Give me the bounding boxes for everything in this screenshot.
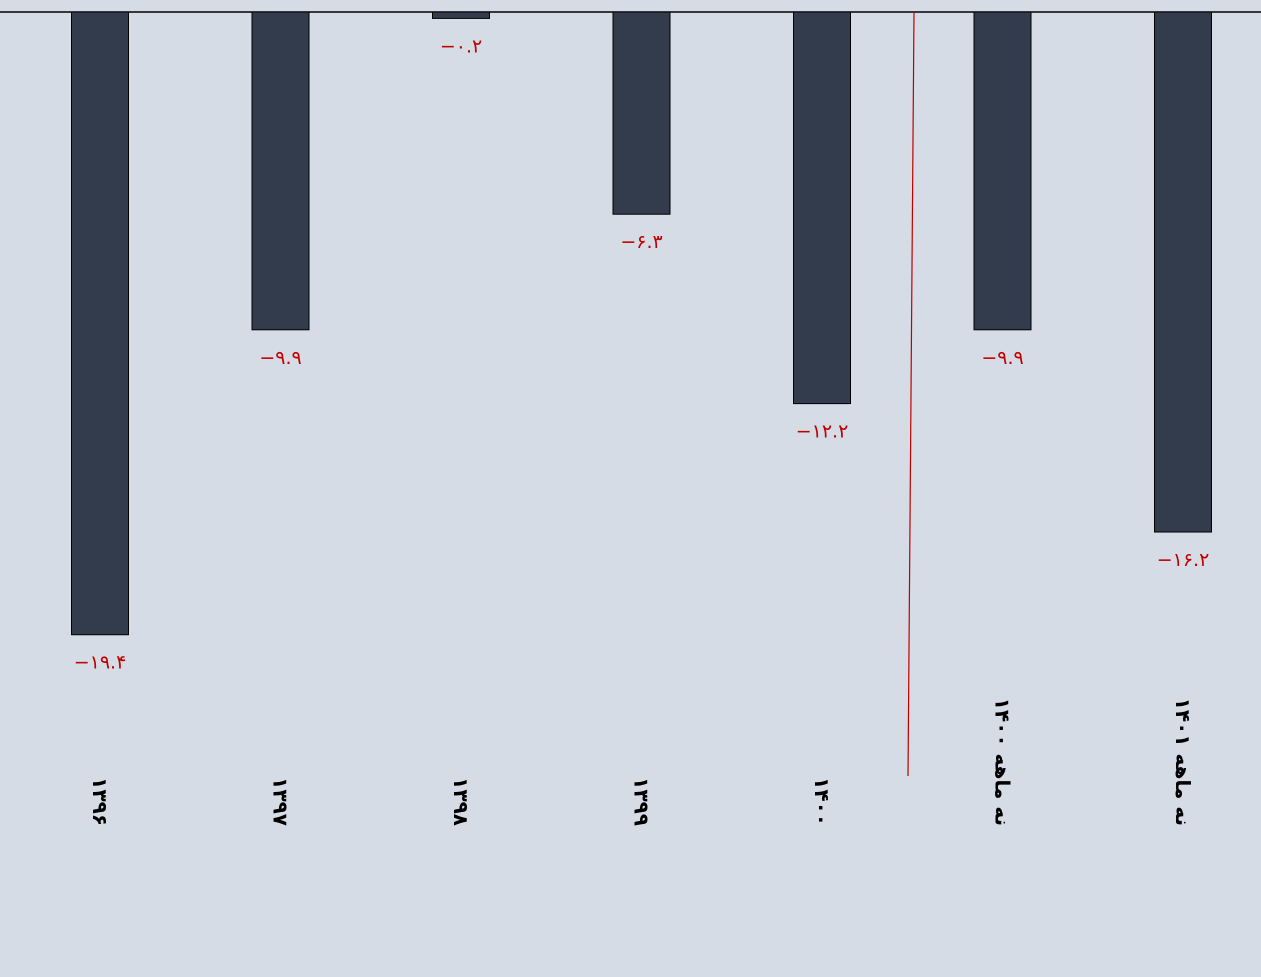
category-label-2: ۱۳۹۸: [449, 777, 473, 826]
period-divider-line: [907, 11, 915, 777]
category-label-4: ۱۴۰۰: [810, 777, 834, 826]
category-label-3: ۱۳۹۹: [630, 777, 654, 826]
bar-5: [973, 11, 1032, 331]
category-label-6: نه ماهه ۱۴۰۱: [1171, 698, 1195, 826]
bar-0: [71, 11, 129, 636]
bar-2: [432, 11, 490, 19]
data-label-2: −۰.۲: [440, 35, 482, 57]
bars-group: [71, 11, 1212, 636]
category-label-0: ۱۳۹۶: [88, 777, 112, 826]
data-label-5: −۹.۹: [981, 347, 1023, 369]
bar-1: [251, 11, 310, 331]
data-label-6: −۱۶.۲: [1157, 549, 1210, 571]
category-label-5: نه ماهه ۱۴۰۰: [991, 698, 1015, 826]
data-label-3: −۶.۳: [620, 231, 662, 253]
bar-4: [793, 11, 851, 405]
data-label-4: −۱۲.۲: [796, 421, 849, 443]
data-label-0: −۱۹.۴: [74, 652, 127, 674]
bar-3: [612, 11, 671, 215]
category-label-1: ۱۳۹۷: [269, 777, 293, 826]
data-label-1: −۹.۹: [259, 347, 301, 369]
category-labels-group: ۱۳۹۶ ۱۳۹۷ ۱۳۹۸ ۱۳۹۹ ۱۴۰۰ نه ماهه ۱۴۰۰ نه ماهه …: [88, 698, 1195, 826]
bar-6: [1154, 11, 1212, 533]
value-labels-group: −۱۹.۴ −۹.۹ −۰.۲ −۶.۳ −۱۲.۲ −۹.۹ −۱۶.۲: [74, 35, 1210, 673]
